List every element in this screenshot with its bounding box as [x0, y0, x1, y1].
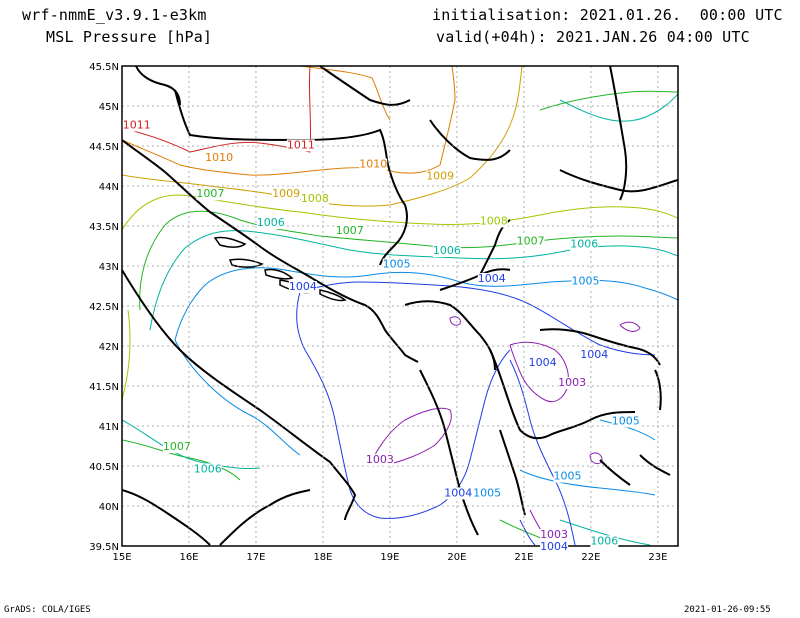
contour-label-bg [426, 170, 455, 183]
init-time: initialisation: 2021.01.26. 00:00 UTC [432, 6, 783, 24]
contour-label-bg [162, 441, 191, 453]
contour-label: 1007 [517, 234, 545, 247]
lat-tick-label: 43N [99, 262, 119, 273]
contour-label: 1006 [257, 216, 285, 229]
contour-label-bg [571, 275, 600, 288]
contour-label: 1007 [336, 224, 364, 237]
lon-tick-label: 22E [581, 552, 600, 563]
contour-label: 1010 [205, 151, 233, 164]
grid-lines [122, 66, 678, 546]
contour-label: 1004 [289, 280, 317, 293]
model-title: wrf-nmmE_v3.9.1-e3km [22, 6, 207, 24]
contour-label: 1004 [529, 356, 557, 369]
lat-tick-label: 40N [99, 502, 119, 513]
contour-label-bg [528, 357, 557, 369]
contour-label-bg [432, 245, 461, 257]
variable-title: MSL Pressure [hPa] [46, 28, 213, 46]
contour-label-bg [611, 415, 640, 428]
contour-label: 1007 [163, 440, 191, 453]
contour-label: 1005 [612, 414, 640, 427]
contour-label-bg [359, 158, 388, 171]
contour-label-bg [122, 119, 151, 132]
lat-tick-label: 41.5N [89, 382, 119, 393]
lat-tick-label: 39.5N [89, 542, 119, 553]
footer-timestamp: 2021-01-26-09:55 [684, 605, 771, 615]
lon-tick-labels: 15E 16E 17E 18E 19E 20E 21E 22E 23E [112, 552, 667, 563]
contour-label: 1009 [426, 170, 454, 183]
lon-tick-label: 21E [514, 552, 533, 563]
lat-tick-label: 43.5N [89, 222, 119, 233]
lat-tick-labels: 45.5N 45N 44.5N 44N 43.5N 43N 42.5N 42N 41.5N 41N… [89, 62, 119, 553]
contour-label: 1005 [473, 486, 501, 499]
contour-lines [121, 65, 679, 546]
lon-tick-label: 18E [313, 552, 332, 563]
contour-label-bg [365, 453, 394, 466]
lat-tick-label: 45.5N [89, 62, 119, 73]
contour-label: 1004 [478, 272, 506, 285]
contour-label: 1010 [359, 158, 387, 171]
lon-tick-label: 23E [648, 552, 667, 563]
contour-label-bg [580, 349, 609, 361]
contour-label-bg [205, 152, 234, 165]
lat-tick-label: 42N [99, 342, 119, 353]
lon-tick-label: 16E [179, 552, 198, 563]
contour-label-bg [444, 487, 473, 500]
valid-time: valid(+04h): 2021.JAN.26 04:00 UTC [436, 28, 750, 46]
lat-tick-label: 41N [99, 422, 119, 433]
contour-label: 1006 [590, 534, 618, 547]
lat-tick-label: 44.5N [89, 142, 119, 153]
contour-label: 1008 [301, 192, 329, 205]
contour-label: 1009 [272, 187, 300, 200]
contour-label-bg [479, 215, 508, 228]
contour-label: 1005 [572, 274, 600, 287]
contour-label-bg [286, 139, 315, 152]
coastlines-borders [121, 65, 679, 546]
lon-tick-label: 15E [112, 552, 131, 563]
contour-label-bg [540, 541, 569, 553]
contour-label-bg [558, 377, 587, 389]
contour-label-bg [473, 487, 502, 500]
contour-label-bg [477, 273, 506, 285]
contour-label-bg [382, 258, 411, 271]
lat-tick-label: 42.5N [89, 302, 119, 313]
contour-label: 1007 [196, 187, 224, 200]
footer-credit: GrADS: COLA/IGES [4, 605, 91, 615]
contour-label-bg [553, 470, 582, 483]
contour-label: 1011 [287, 138, 315, 151]
contour-label-bg [516, 235, 545, 248]
lon-tick-label: 20E [447, 552, 466, 563]
lat-tick-label: 44N [99, 182, 119, 193]
contour-label: 1003 [366, 453, 394, 466]
lat-tick-label: 45N [99, 102, 119, 113]
contour-label: 1004 [444, 486, 472, 499]
contour-label: 1004 [580, 348, 608, 361]
contour-label-bg [300, 193, 329, 205]
map-frame [121, 65, 679, 547]
contour-label: 1003 [540, 528, 568, 541]
contour-label: 1011 [123, 118, 151, 131]
contour-label: 1005 [383, 258, 411, 271]
lon-tick-label: 19E [380, 552, 399, 563]
contour-label: 1006 [433, 244, 461, 257]
contour-label-bg [193, 463, 222, 476]
contour-label: 1005 [553, 470, 581, 483]
contour-label: 1006 [194, 462, 222, 475]
contour-label-bg [196, 188, 225, 201]
contour-label-bg [570, 238, 599, 251]
contour-label-bg [288, 281, 317, 293]
contour-label: 1008 [480, 214, 508, 227]
contour-label-bg [590, 535, 619, 548]
lat-tick-label: 40.5N [89, 462, 119, 473]
contour-label-bg [540, 529, 569, 541]
contour-label: 1004 [540, 540, 568, 553]
contour-label: 1006 [570, 238, 598, 251]
contour-label-bg [272, 188, 301, 201]
contour-label-bg [256, 217, 285, 229]
contour-label: 1003 [558, 376, 586, 389]
contour-label-bg [335, 225, 364, 237]
lon-tick-label: 17E [246, 552, 265, 563]
